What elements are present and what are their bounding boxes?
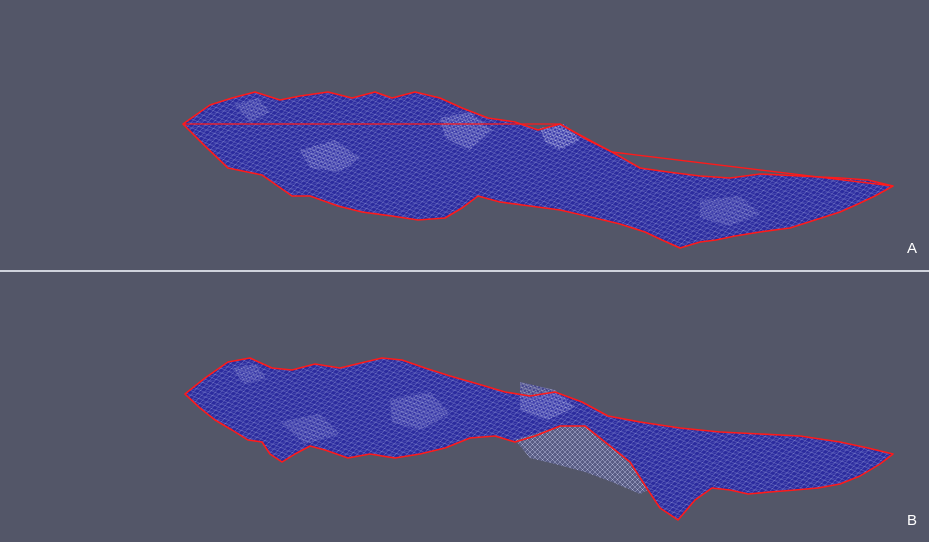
panel-label-b: B — [906, 512, 917, 529]
surface-b — [185, 358, 893, 520]
boundary-b — [184, 357, 894, 521]
terrain-mesh-a — [182, 91, 894, 249]
surface-a — [183, 92, 893, 248]
boundary-a — [182, 91, 894, 249]
terrain-mesh-b — [184, 357, 894, 521]
panel-divider — [0, 270, 929, 272]
panel-label-a: A — [906, 240, 917, 257]
panel-b: B — [0, 272, 929, 542]
panel-a: A — [0, 0, 929, 270]
